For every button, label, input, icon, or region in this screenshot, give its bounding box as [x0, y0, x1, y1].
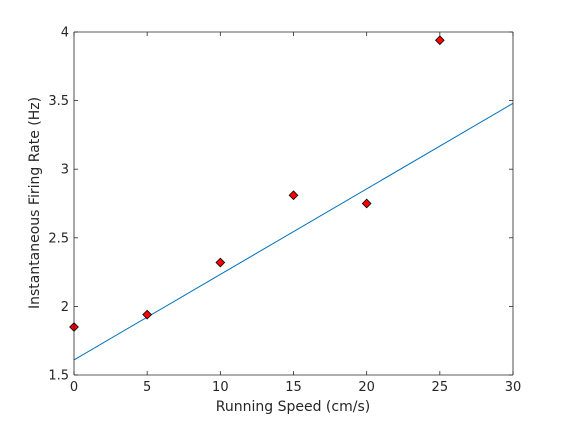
data-point	[215, 257, 226, 268]
x-tick-label: 25	[432, 380, 449, 395]
x-tick-label: 30	[505, 380, 522, 395]
y-tick-label: 4	[61, 26, 69, 41]
data-point	[288, 190, 299, 201]
x-tick-label: 15	[285, 380, 302, 395]
x-tick-label: 20	[358, 380, 375, 395]
y-tick-label: 1.5	[48, 369, 69, 384]
data-point	[434, 35, 445, 46]
y-tick-label: 3.5	[48, 94, 69, 109]
plot-area	[74, 32, 513, 375]
data-point	[361, 198, 372, 209]
ticks: 0 5 10 15 20 25 30 1.5 2 2.5 3 3.5 4	[48, 26, 521, 396]
plot-background	[74, 32, 513, 375]
y-axis-label: Instantaneous Firing Rate (Hz)	[27, 97, 43, 309]
y-tick-label: 2.5	[48, 231, 69, 246]
x-tick-label: 10	[212, 380, 229, 395]
y-tick-label: 3	[61, 163, 69, 178]
y-tick-label: 2	[61, 300, 69, 315]
x-tick-label: 0	[70, 380, 78, 395]
x-tick-label: 5	[143, 380, 151, 395]
data-point	[142, 309, 153, 320]
x-axis-label: Running Speed (cm/s)	[216, 399, 370, 415]
